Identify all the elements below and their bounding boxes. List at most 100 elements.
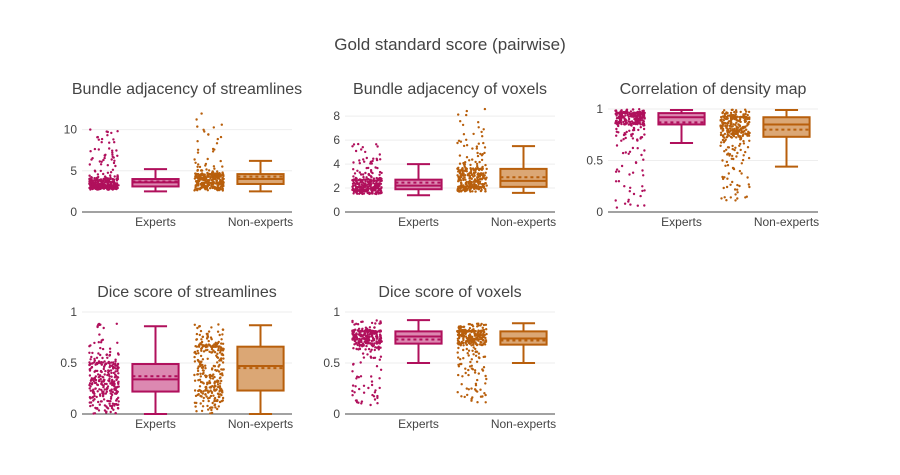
data-point (116, 352, 120, 355)
data-point (103, 373, 106, 376)
data-point (111, 177, 114, 181)
data-point (485, 184, 488, 187)
data-point (211, 377, 215, 380)
data-point (474, 384, 478, 387)
data-point (91, 382, 94, 385)
data-point (114, 370, 117, 373)
data-point (115, 402, 118, 406)
data-point (735, 125, 738, 128)
data-point (360, 189, 363, 193)
data-point (358, 184, 361, 187)
data-point (631, 132, 634, 136)
data-point (217, 347, 220, 350)
data-point (194, 394, 198, 398)
data-point (92, 179, 96, 182)
data-point (367, 166, 370, 170)
data-point (196, 165, 199, 168)
data-point (465, 180, 468, 184)
data-point (356, 182, 359, 185)
data-point (206, 381, 209, 384)
data-point (736, 132, 739, 136)
data-point (220, 357, 223, 360)
data-point (627, 120, 630, 123)
data-point (93, 359, 97, 362)
data-point (473, 172, 476, 176)
data-point (462, 186, 466, 190)
data-point (98, 160, 102, 163)
data-point (630, 124, 633, 127)
data-point (194, 172, 197, 175)
data-point (473, 179, 477, 182)
data-point (471, 325, 475, 328)
data-point (376, 145, 379, 148)
data-point (468, 336, 471, 339)
data-point (469, 329, 473, 333)
data-point (476, 154, 480, 158)
data-point (476, 179, 479, 182)
data-point (722, 141, 726, 144)
data-point (88, 383, 91, 387)
data-point (614, 122, 617, 125)
data-point (106, 130, 110, 134)
y-tick-label: 1 (70, 305, 77, 319)
x-tick-label: Non-experts (228, 417, 293, 431)
data-point (105, 405, 108, 408)
data-point (97, 361, 100, 365)
data-point (734, 123, 737, 127)
data-point (199, 354, 203, 358)
box-experts (351, 142, 443, 197)
data-point (201, 372, 205, 376)
data-point (218, 390, 221, 393)
data-point (378, 182, 381, 185)
data-point (209, 336, 213, 339)
data-point (736, 183, 739, 187)
data-point (115, 367, 119, 370)
data-point (98, 323, 101, 327)
data-point (360, 320, 363, 324)
data-point (89, 362, 92, 366)
data-point (103, 409, 107, 412)
data-point (484, 171, 487, 174)
data-point (365, 176, 368, 179)
data-point (97, 148, 101, 151)
data-point (373, 391, 377, 394)
data-point (458, 172, 462, 175)
data-point (456, 337, 460, 340)
data-point (106, 134, 109, 137)
data-point (115, 322, 119, 325)
data-point (373, 398, 377, 401)
data-point (208, 396, 211, 399)
data-point (352, 188, 355, 191)
data-point (468, 159, 471, 162)
data-point (474, 184, 477, 187)
data-point (354, 399, 358, 402)
data-point (463, 165, 466, 168)
data-point (457, 363, 460, 366)
data-point (739, 142, 742, 146)
data-point (365, 189, 369, 192)
data-point (111, 364, 114, 368)
data-point (90, 355, 93, 359)
data-point (212, 349, 215, 352)
data-point (353, 323, 356, 326)
data-point (636, 204, 639, 207)
data-point (484, 393, 487, 397)
data-point (219, 382, 222, 385)
data-point (197, 344, 201, 347)
data-point (109, 171, 113, 174)
data-point (741, 126, 744, 129)
data-point (103, 382, 107, 386)
data-point (723, 196, 726, 199)
data-point (104, 362, 107, 365)
data-point (467, 373, 470, 377)
data-point (221, 396, 225, 400)
data-point (725, 111, 728, 114)
data-point (352, 175, 355, 178)
data-point (369, 182, 372, 186)
data-point (482, 335, 485, 338)
data-point (94, 387, 97, 390)
data-point (93, 378, 97, 381)
data-point (216, 352, 219, 355)
data-point (377, 348, 380, 351)
data-point (369, 175, 373, 178)
